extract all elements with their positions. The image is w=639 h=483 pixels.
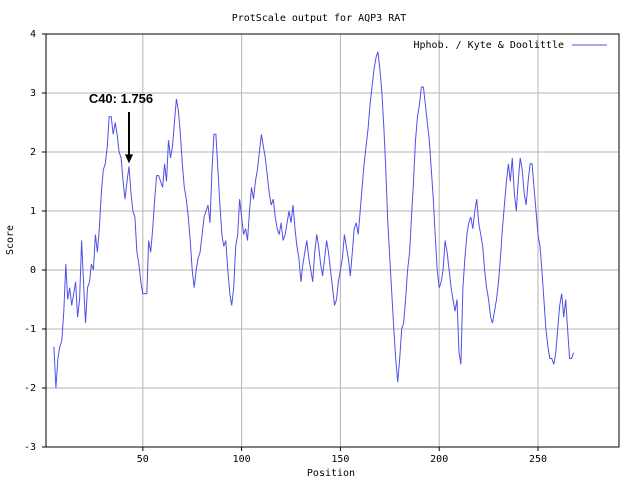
y-axis-ticks: -3 -2 -1 0 1 2 3 4 [24, 29, 46, 453]
x-tick-label: 150 [331, 454, 349, 465]
x-tick-label: 50 [137, 454, 149, 465]
x-axis-ticks: 50 100 150 200 250 [137, 447, 547, 465]
gridlines [46, 34, 619, 447]
y-tick-label: -3 [24, 442, 36, 453]
annotation: C40: 1.756 [89, 91, 153, 164]
x-tick-label: 250 [529, 454, 547, 465]
y-tick-label: 2 [30, 147, 36, 158]
x-tick-label: 200 [430, 454, 448, 465]
y-axis-label: Score [5, 225, 16, 255]
series-line [53, 51, 575, 389]
annotation-arrowhead [124, 154, 133, 164]
chart-title: ProtScale output for AQP3 RAT [232, 13, 407, 24]
y-tick-label: -2 [24, 383, 36, 394]
annotation-label: C40: 1.756 [89, 91, 153, 106]
legend: Hphob. / Kyte & Doolittle [413, 40, 607, 51]
x-axis-label: Position [307, 468, 355, 479]
y-tick-label: 3 [30, 88, 36, 99]
plot-frame [45, 33, 620, 448]
y-tick-label: -1 [24, 324, 36, 335]
legend-label: Hphob. / Kyte & Doolittle [413, 40, 564, 51]
x-tick-label: 100 [233, 454, 251, 465]
y-tick-label: 4 [30, 29, 36, 40]
y-tick-label: 0 [30, 265, 36, 276]
y-tick-label: 1 [30, 206, 36, 217]
